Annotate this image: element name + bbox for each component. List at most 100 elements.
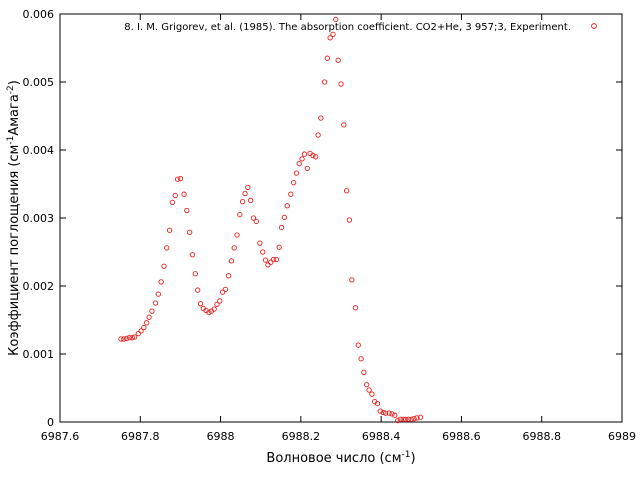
data-point: [217, 298, 223, 304]
data-point: [369, 391, 375, 397]
data-point: [270, 256, 277, 263]
data-point: [386, 410, 392, 416]
data-point: [288, 191, 294, 197]
data-point: [169, 199, 176, 206]
data-point: [129, 335, 135, 341]
data-point: [310, 152, 316, 159]
data-point: [197, 301, 204, 307]
data-point: [394, 417, 401, 424]
data-point: [392, 412, 398, 418]
data-point: [273, 256, 280, 263]
x-tick-label: 6987.8: [121, 430, 160, 443]
data-point: [333, 16, 339, 23]
y-tick-label: 0: [47, 416, 54, 429]
data-point: [161, 263, 167, 269]
data-point: [149, 308, 155, 314]
data-point: [278, 224, 285, 231]
axis-ticks: 6987.6 6987.8 6988 6988.2 6988.4 6988.6 6988.8…: [23, 8, 637, 443]
data-point: [211, 306, 217, 312]
data-point: [184, 207, 190, 214]
data-point: [268, 259, 274, 265]
data-point: [265, 262, 271, 268]
data-point: [118, 336, 124, 342]
data-point: [260, 249, 266, 255]
data-point: [374, 400, 381, 407]
data-point: [250, 215, 257, 221]
data-point: [174, 176, 181, 182]
data-point: [214, 301, 220, 308]
data-points: [118, 16, 424, 424]
data-point: [146, 314, 152, 320]
data-point: [239, 199, 246, 205]
data-point: [253, 218, 259, 225]
data-point: [402, 416, 409, 422]
data-point: [377, 408, 383, 414]
data-point: [187, 229, 193, 235]
data-point: [397, 416, 404, 422]
data-point: [166, 227, 173, 233]
legend-label: 8. I. M. Grigorev, et al. (1985). The ab…: [124, 22, 571, 33]
data-point: [341, 122, 347, 128]
data-point: [234, 232, 240, 238]
x-tick-label: 6989: [608, 430, 636, 443]
data-point: [237, 211, 243, 218]
plot-frame: [59, 13, 623, 423]
data-point: [299, 156, 305, 162]
y-tick-label: 0.001: [23, 348, 55, 361]
data-point: [382, 410, 389, 416]
data-point: [301, 151, 308, 157]
data-point: [296, 160, 302, 167]
legend: 8. I. M. Grigorev, et al. (1985). The ab…: [124, 22, 597, 33]
data-point: [132, 334, 138, 340]
data-point: [361, 369, 367, 376]
data-point: [192, 271, 198, 277]
data-point: [366, 387, 372, 393]
data-point: [225, 273, 232, 279]
data-point: [400, 416, 406, 422]
data-point: [189, 252, 196, 258]
data-point: [172, 192, 178, 199]
data-point: [219, 289, 226, 295]
data-point: [327, 35, 333, 41]
data-point: [304, 165, 310, 172]
data-point: [380, 409, 386, 416]
data-point: [349, 277, 355, 283]
data-point: [152, 300, 159, 306]
data-point: [281, 214, 288, 220]
data-point: [330, 31, 336, 38]
data-point: [262, 257, 269, 263]
data-point: [389, 411, 395, 417]
y-tick-label: 0.002: [23, 280, 55, 293]
data-point: [195, 287, 201, 293]
data-point: [257, 240, 263, 246]
data-point: [414, 415, 420, 421]
legend-marker: [591, 23, 597, 29]
data-point: [321, 79, 328, 85]
data-point: [293, 170, 300, 176]
data-point: [164, 245, 170, 251]
data-point: [343, 188, 350, 194]
data-point: [222, 286, 229, 293]
y-tick-label: 0.006: [23, 8, 55, 21]
data-point: [242, 190, 248, 197]
data-point: [364, 381, 370, 388]
data-point: [417, 414, 424, 420]
x-tick-label: 6988.8: [522, 430, 561, 443]
data-point: [355, 342, 361, 348]
data-point: [346, 217, 353, 223]
data-point: [155, 291, 162, 297]
data-point: [335, 57, 341, 63]
data-point: [313, 154, 319, 160]
x-axis-title: Волновое число (см-1): [266, 450, 415, 466]
data-point: [231, 245, 237, 251]
data-point: [358, 356, 364, 362]
data-point: [411, 415, 417, 422]
data-point: [290, 179, 297, 186]
y-tick-label: 0.005: [23, 76, 55, 89]
data-point: [338, 81, 344, 87]
data-point: [324, 55, 331, 61]
data-point: [121, 336, 127, 342]
x-tick-label: 6987.6: [41, 430, 80, 443]
data-point: [352, 305, 359, 311]
